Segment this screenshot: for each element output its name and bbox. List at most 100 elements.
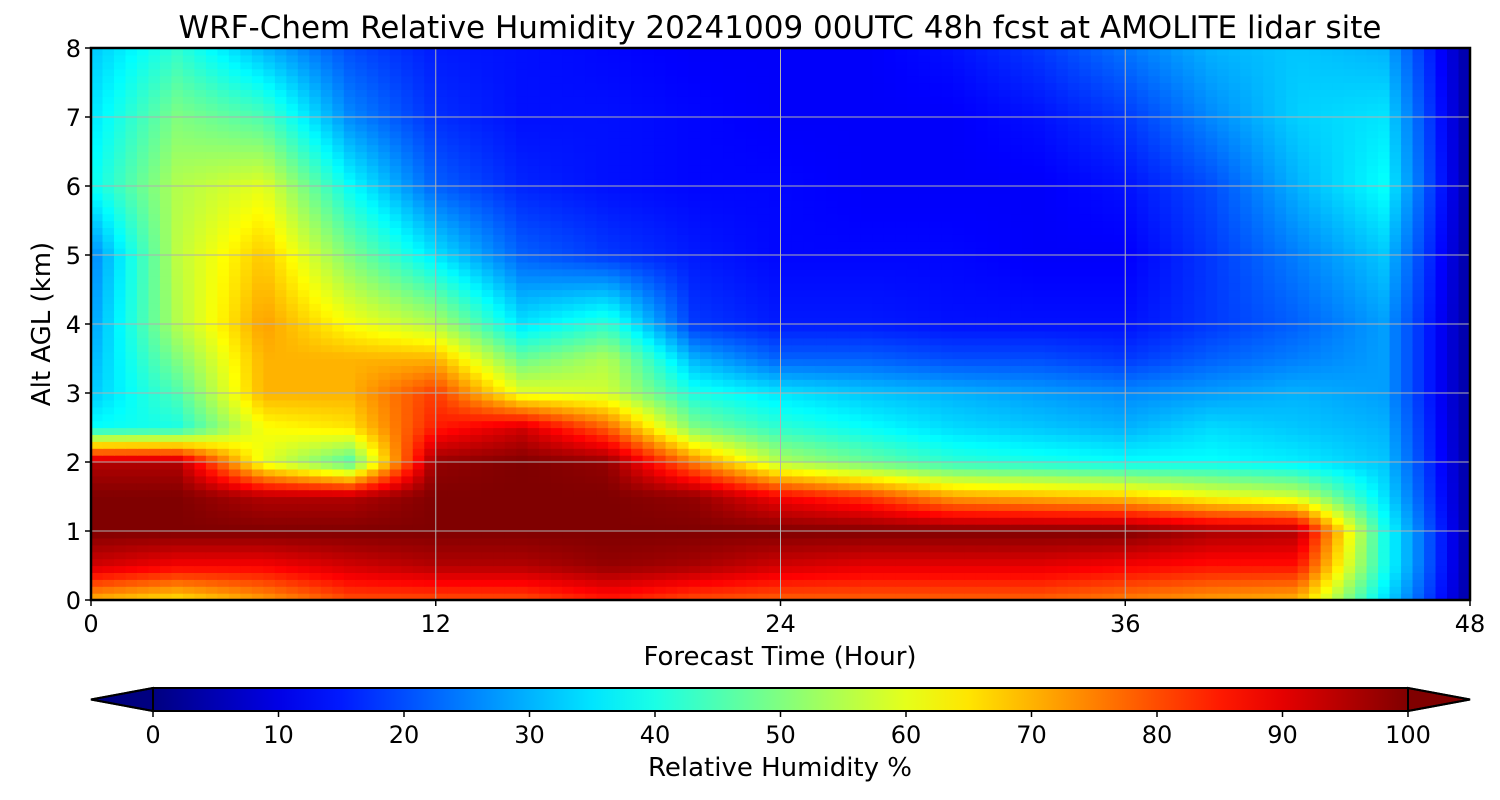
heatmap-cell <box>171 482 184 491</box>
heatmap-cell <box>113 393 127 401</box>
heatmap-cell <box>1148 406 1161 415</box>
heatmap-cell <box>1447 551 1460 560</box>
heatmap-cell <box>1182 330 1195 339</box>
heatmap-cell <box>746 406 759 415</box>
heatmap-cell <box>527 579 540 587</box>
heatmap-cell <box>723 358 736 366</box>
heatmap-cell <box>1378 434 1391 442</box>
heatmap-cell <box>987 420 1000 429</box>
heatmap-cell <box>1067 462 1080 470</box>
heatmap-cell <box>194 393 207 401</box>
heatmap-cell <box>1274 448 1287 456</box>
heatmap-cell <box>585 558 598 567</box>
heatmap-cell <box>320 427 333 435</box>
heatmap-cell <box>677 330 690 339</box>
heatmap-cell <box>182 517 196 525</box>
heatmap-cell <box>769 544 782 553</box>
heatmap-cell <box>539 324 552 332</box>
heatmap-cell <box>757 372 770 380</box>
heatmap-cell <box>240 344 253 353</box>
heatmap-cell <box>872 475 885 484</box>
heatmap-cell <box>837 531 851 539</box>
heatmap-cell <box>952 351 965 360</box>
heatmap-cell <box>1021 434 1034 442</box>
heatmap-cell <box>1090 434 1103 442</box>
heatmap-cell <box>309 524 322 532</box>
heatmap-cell <box>596 496 609 504</box>
heatmap-cell <box>228 441 241 449</box>
heatmap-cell <box>562 517 575 525</box>
heatmap-cell <box>757 462 770 470</box>
heatmap-cell <box>194 372 207 380</box>
heatmap-cell <box>91 441 104 449</box>
heatmap-cell <box>1171 551 1184 560</box>
heatmap-cell <box>688 489 701 498</box>
heatmap-cell <box>470 468 483 477</box>
heatmap-cell <box>1240 565 1253 573</box>
heatmap-cell <box>297 455 310 463</box>
heatmap-cell <box>608 551 621 560</box>
heatmap-cell <box>389 344 402 353</box>
heatmap-cell <box>91 448 104 456</box>
heatmap-cell <box>573 475 586 484</box>
heatmap-cell <box>814 330 828 339</box>
heatmap-cell <box>309 386 322 394</box>
heatmap-cell <box>654 427 667 435</box>
heatmap-cell <box>860 510 874 518</box>
heatmap-cell <box>1079 379 1092 387</box>
heatmap-cell <box>1171 358 1184 366</box>
heatmap-cell <box>136 434 150 442</box>
heatmap-cell <box>1136 489 1149 498</box>
heatmap-cell <box>516 365 529 373</box>
heatmap-cell <box>1182 551 1195 560</box>
heatmap-cell <box>240 544 253 553</box>
heatmap-cell <box>251 517 264 525</box>
heatmap-cell <box>688 586 701 594</box>
heatmap-cell <box>470 441 483 449</box>
heatmap-cell <box>1136 565 1149 573</box>
heatmap-cell <box>734 524 747 532</box>
heatmap-cell <box>929 558 942 567</box>
heatmap-cell <box>527 386 540 394</box>
heatmap-cell <box>113 537 127 546</box>
heatmap-cell <box>734 544 747 553</box>
heatmap-cell <box>539 386 552 394</box>
heatmap-cell <box>1240 503 1253 511</box>
heatmap-cell <box>286 393 299 401</box>
heatmap-cell <box>929 344 942 353</box>
heatmap-cell <box>389 310 402 318</box>
heatmap-cell <box>596 441 609 449</box>
heatmap-cell <box>1021 468 1034 477</box>
heatmap-cell <box>148 330 161 339</box>
heatmap-cell <box>1378 489 1391 498</box>
heatmap-cell <box>102 317 115 325</box>
heatmap-cell <box>757 579 770 587</box>
heatmap-cell <box>1309 351 1322 360</box>
heatmap-cell <box>217 420 230 429</box>
heatmap-cell <box>458 379 471 387</box>
heatmap-cell <box>746 448 759 456</box>
heatmap-cell <box>826 586 839 594</box>
heatmap-cell <box>516 386 529 394</box>
heatmap-cell <box>1021 572 1034 580</box>
heatmap-cell <box>550 386 563 394</box>
heatmap-cell <box>1274 558 1287 567</box>
heatmap-cell <box>182 330 196 339</box>
heatmap-cell <box>1136 441 1149 449</box>
heatmap-cell <box>493 537 506 546</box>
heatmap-cell <box>837 551 851 560</box>
heatmap-cell <box>91 317 104 325</box>
heatmap-cell <box>389 399 402 408</box>
heatmap-cell <box>309 579 322 587</box>
heatmap-cell <box>1205 317 1218 325</box>
heatmap-cell <box>723 593 736 600</box>
heatmap-cell <box>136 551 150 560</box>
heatmap-cell <box>1056 489 1069 498</box>
heatmap-cell <box>1343 586 1356 594</box>
heatmap-cell <box>125 586 138 594</box>
heatmap-cell <box>332 434 345 442</box>
heatmap-cell <box>746 551 759 560</box>
heatmap-cell <box>1274 413 1287 422</box>
heatmap-cell <box>1366 558 1379 567</box>
heatmap-cell <box>1458 503 1470 511</box>
